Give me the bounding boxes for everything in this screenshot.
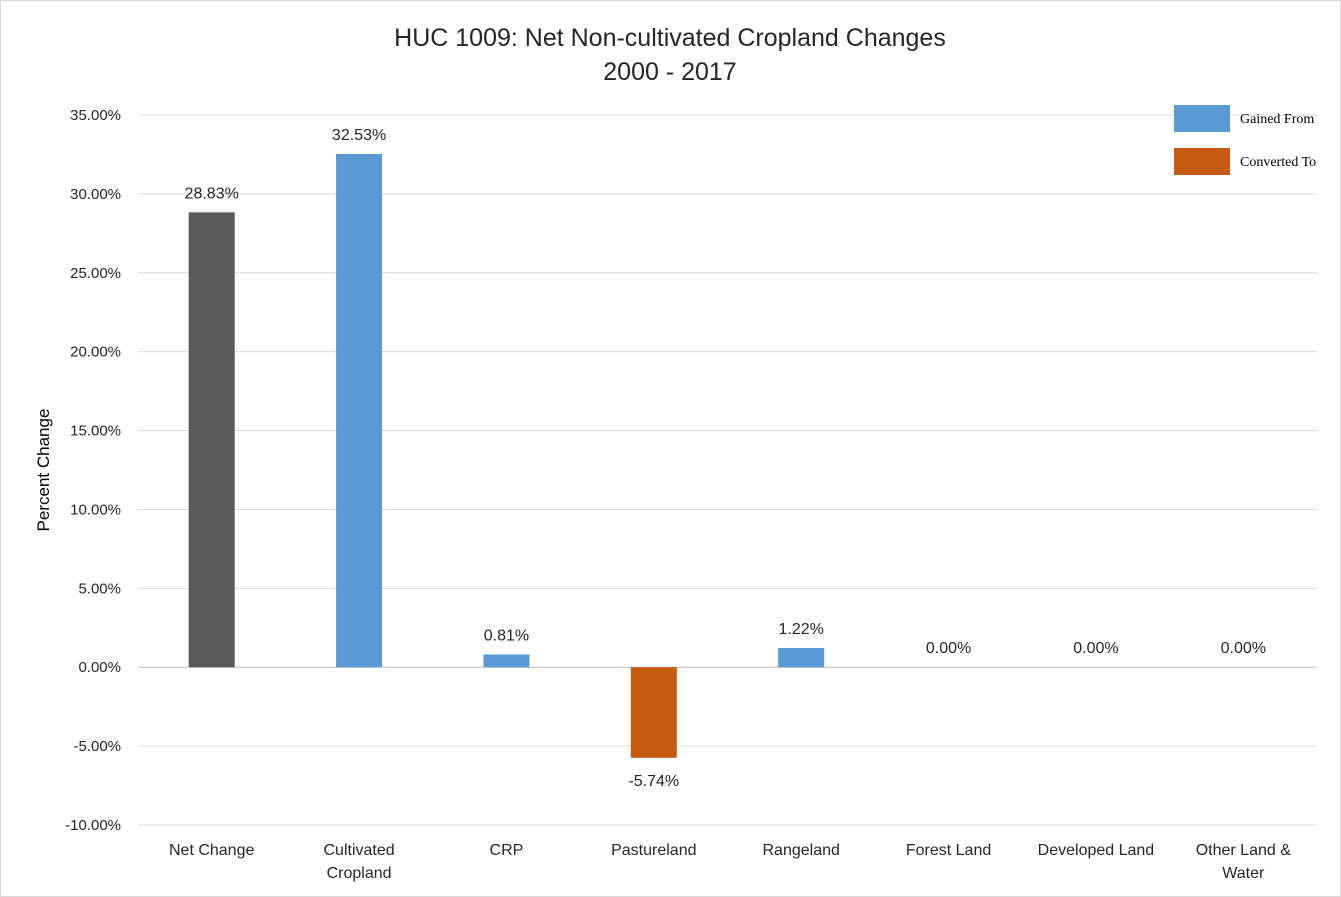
y-axis-ticks: -10.00% -5.00% 0.00% 5.00% 10.00% 15.00% 20.00… [65,107,121,834]
x-category-label: Cultivated [323,842,394,859]
x-category-label: CRP [490,842,524,859]
chart-title-line: 2000 - 2017 [603,58,736,86]
legend-label: Converted To [1240,155,1316,170]
y-tick-label: 15.00% [70,423,121,440]
gridlines [138,114,1317,826]
x-category-label: Developed Land [1038,842,1155,859]
y-tick-label: 5.00% [78,580,121,597]
bar [188,212,235,668]
chart-title-line: HUC 1009: Net Non-cultivated Cropland Ch… [394,24,946,52]
x-category-label: Water [1222,865,1265,882]
legend: Gained From Converted To [1174,105,1316,175]
x-category-label: Cropland [327,865,392,882]
legend-swatch [1174,105,1230,132]
chart-title: HUC 1009: Net Non-cultivated Cropland Ch… [394,24,946,86]
x-category-label: Other Land & [1196,842,1292,859]
data-label: 0.00% [926,640,971,657]
bar [778,647,825,668]
y-tick-label: 20.00% [70,344,121,361]
data-label: 0.00% [1221,640,1266,657]
data-label: 28.83% [185,185,239,202]
y-tick-label: 25.00% [70,265,121,282]
data-label: 32.53% [332,127,386,144]
x-category-label: Net Change [169,842,254,859]
y-tick-label: 0.00% [78,659,121,676]
bar [630,667,677,758]
x-axis-categories: Net Change Cultivated Cropland CRP Pasturela… [169,842,1291,882]
y-tick-label: 30.00% [70,186,121,203]
data-label: 0.81% [484,627,529,644]
x-category-label: Rangeland [762,842,839,859]
y-tick-label: -5.00% [73,738,121,755]
y-tick-label: 35.00% [70,107,121,124]
bar [336,153,383,668]
data-label: -5.74% [628,773,679,790]
bars: 28.83% 32.53% 0.81% -5.74% 1.22% 0.00% 0.00% 0.… [185,127,1266,790]
bar [483,654,530,668]
y-tick-label: 10.00% [70,501,121,518]
legend-swatch [1174,148,1230,175]
y-tick-label: -10.00% [65,817,121,834]
data-label: 0.00% [1073,640,1118,657]
legend-label: Gained From [1240,112,1314,127]
y-axis-title: Percent Change [34,409,53,532]
x-category-label: Forest Land [906,842,991,859]
x-category-label: Pastureland [611,842,696,859]
data-label: 1.22% [779,621,824,638]
